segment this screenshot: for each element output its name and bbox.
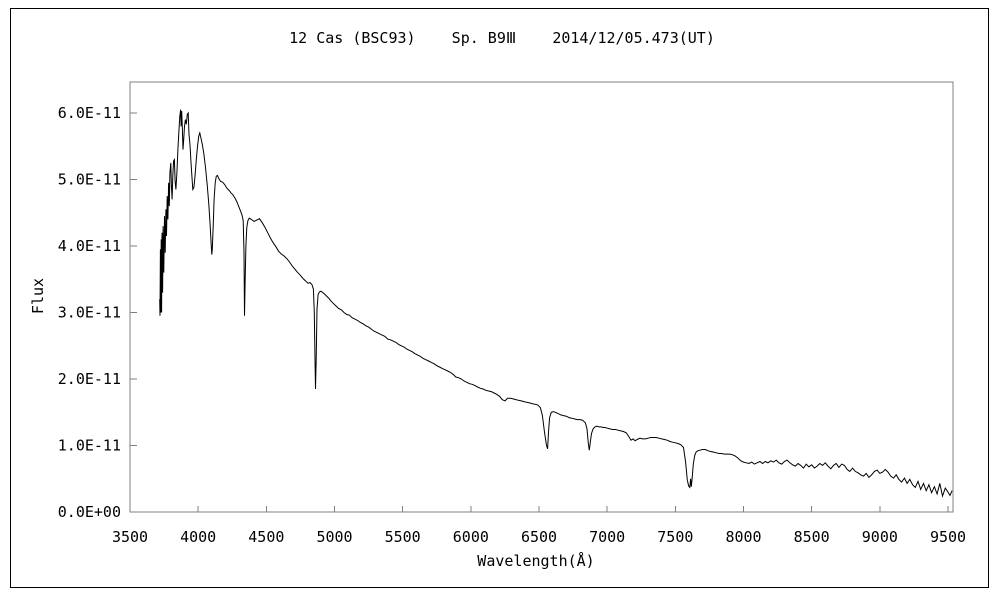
x-axis-tick-labels: 3500 4000 4500 5000 5500 6000 6500 7000 7500 8000…	[112, 528, 966, 546]
x-tick-label: 7000	[589, 528, 625, 546]
x-tick-label: 5500	[385, 528, 421, 546]
x-tick-label: 5000	[316, 528, 352, 546]
x-axis-title: Wavelength(Å)	[477, 551, 594, 570]
x-tick-label: 4500	[248, 528, 284, 546]
spectrum-line	[159, 109, 953, 498]
y-tick-label: 0.0E+00	[58, 503, 121, 521]
x-tick-label: 9500	[930, 528, 966, 546]
x-tick-label: 3500	[112, 528, 148, 546]
chart-title: 12 Cas (BSC93) Sp. B9Ⅲ 2014/12/05.473(UT…	[289, 29, 715, 47]
x-tick-label: 8500	[794, 528, 830, 546]
outer-border	[10, 8, 989, 588]
y-tick-label: 3.0E-11	[58, 304, 121, 322]
plot-frame	[129, 81, 954, 513]
x-tick-label: 6000	[453, 528, 489, 546]
x-tick-label: 8000	[725, 528, 761, 546]
y-tick-label: 4.0E-11	[58, 237, 121, 255]
y-tick-label: 6.0E-11	[58, 104, 121, 122]
y-axis-tick-labels: 0.0E+00 1.0E-11 2.0E-11 3.0E-11 4.0E-11 5.0E-…	[58, 104, 121, 521]
y-tick-label: 2.0E-11	[58, 370, 121, 388]
x-tick-label: 9000	[862, 528, 898, 546]
x-axis-ticks	[129, 506, 949, 512]
y-axis-title: Flux	[29, 278, 47, 314]
y-axis-ticks	[130, 112, 137, 513]
x-tick-label: 7500	[657, 528, 693, 546]
y-tick-label: 1.0E-11	[58, 437, 121, 455]
x-tick-label: 6500	[521, 528, 557, 546]
y-tick-label: 5.0E-11	[58, 171, 121, 189]
x-tick-label: 4000	[180, 528, 216, 546]
